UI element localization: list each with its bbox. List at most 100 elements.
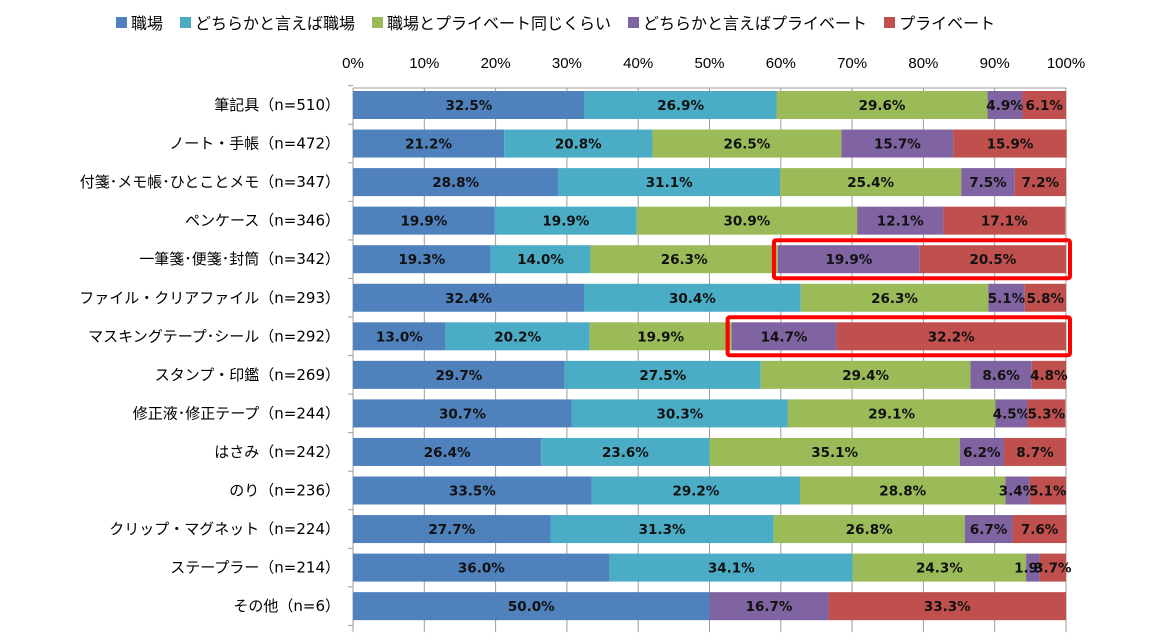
legend-swatch bbox=[116, 16, 127, 28]
data-label: 7.5% bbox=[969, 175, 1007, 191]
legend-item: 職場とプライベート同じくらい bbox=[372, 10, 611, 34]
bar-segment bbox=[353, 515, 551, 544]
bar-segment bbox=[1014, 168, 1066, 197]
bar-segment bbox=[353, 592, 710, 621]
bar-segment bbox=[800, 476, 1006, 505]
data-label: 26.5% bbox=[724, 137, 771, 153]
bar-segment bbox=[780, 168, 962, 197]
data-label: 21.2% bbox=[405, 137, 452, 153]
legend-swatch bbox=[628, 16, 640, 28]
bar-segment bbox=[353, 399, 572, 428]
data-label: 15.7% bbox=[874, 137, 921, 153]
bar-segment bbox=[731, 322, 837, 351]
legend-swatch bbox=[372, 16, 384, 28]
bar-segment bbox=[590, 245, 778, 274]
data-label: 36.0% bbox=[458, 561, 505, 577]
data-label: 7.6% bbox=[1021, 522, 1059, 538]
data-label: 5.1% bbox=[988, 291, 1026, 307]
data-label: 23.6% bbox=[602, 445, 649, 461]
x-tick-label: 90% bbox=[980, 55, 1010, 72]
category-label: マスキングテープ･シール（n=292） bbox=[88, 327, 340, 345]
bar-segment bbox=[787, 399, 996, 428]
bar-segment bbox=[1027, 399, 1066, 428]
bar-segment bbox=[1022, 91, 1066, 119]
category-labels: 筆記具（n=510） ノート・手帳（n=472） 付箋･メモ帳･ひとことメモ（n=3… bbox=[79, 96, 340, 615]
legend-label: どちらかと言えば職場 bbox=[195, 14, 356, 33]
data-label: 5.3% bbox=[1028, 406, 1066, 422]
bar-segment bbox=[777, 245, 920, 274]
data-label: 24.3% bbox=[916, 561, 963, 577]
bar-segment bbox=[841, 129, 954, 158]
bar-segment bbox=[1012, 515, 1067, 544]
highlight-box bbox=[725, 315, 1073, 358]
data-label: 30.4% bbox=[669, 291, 716, 307]
data-label: 26.4% bbox=[424, 445, 471, 461]
bar-segment bbox=[584, 283, 801, 312]
x-tick-label: 100% bbox=[1047, 55, 1085, 72]
legend-swatch bbox=[884, 16, 896, 28]
data-label: 30.3% bbox=[656, 406, 703, 422]
category-label: ノート・手帳（n=472） bbox=[169, 135, 340, 153]
data-label: 29.7% bbox=[435, 368, 482, 384]
x-axis-ticks: 0% 10% 20% 30% 40% 50% 60% 70% 80% 90% 100% bbox=[342, 55, 1085, 72]
bar-segment bbox=[353, 553, 610, 582]
legend-swatch bbox=[180, 16, 192, 28]
data-label: 3.4% bbox=[999, 484, 1037, 500]
legend-item: どちらかと言えば職場 bbox=[180, 10, 355, 34]
data-label: 19.9% bbox=[542, 214, 589, 230]
data-label: 30.7% bbox=[439, 406, 486, 422]
bar-segment bbox=[353, 129, 505, 158]
bar-segment bbox=[353, 476, 592, 505]
legend-label: 職場 bbox=[131, 14, 164, 33]
bar-segment bbox=[995, 399, 1028, 428]
data-label: 14.7% bbox=[761, 329, 808, 345]
data-label: 6.1% bbox=[1026, 98, 1064, 114]
x-tick-label: 20% bbox=[481, 55, 511, 72]
bar-segment bbox=[760, 360, 971, 389]
data-label: 17.1% bbox=[981, 214, 1028, 230]
data-label: 29.6% bbox=[859, 98, 906, 114]
data-label: 26.3% bbox=[661, 252, 708, 268]
bar-segment bbox=[709, 437, 960, 466]
bar-segment bbox=[828, 592, 1066, 621]
data-label: 4.8% bbox=[1030, 368, 1068, 384]
bar-segment bbox=[541, 437, 710, 466]
category-label: ステープラー（n=214） bbox=[170, 559, 340, 577]
data-label: 19.3% bbox=[398, 252, 445, 268]
category-label: 付箋･メモ帳･ひとことメモ（n=347） bbox=[80, 173, 340, 191]
bar-segment bbox=[988, 283, 1025, 312]
data-label: 29.4% bbox=[842, 368, 889, 384]
data-label: 16.7% bbox=[746, 599, 793, 615]
annotations bbox=[725, 238, 1073, 358]
legend-label: どちらかと言えばプライベート bbox=[643, 14, 868, 33]
data-label: 25.4% bbox=[847, 175, 894, 191]
bar-segment bbox=[1003, 437, 1066, 466]
legend-item: プライベート bbox=[884, 10, 995, 34]
data-label: 31.3% bbox=[639, 522, 686, 538]
bar-segment bbox=[776, 91, 988, 119]
data-label: 34.1% bbox=[708, 561, 755, 577]
data-label: 15.9% bbox=[987, 137, 1034, 153]
x-tick-label: 60% bbox=[766, 55, 796, 72]
bar-segment bbox=[445, 322, 590, 351]
data-label: 30.9% bbox=[724, 214, 771, 230]
data-label: 4.5% bbox=[993, 406, 1031, 422]
bar-segment bbox=[959, 437, 1004, 466]
x-tick-label: 50% bbox=[694, 55, 724, 72]
bar-segment bbox=[584, 91, 777, 119]
legend-label: プライベート bbox=[899, 14, 996, 33]
x-tick-label: 10% bbox=[409, 55, 439, 72]
highlight-box bbox=[771, 238, 1072, 281]
data-label: 28.8% bbox=[432, 175, 479, 191]
data-label: 26.3% bbox=[871, 291, 918, 307]
x-tick-label: 80% bbox=[908, 55, 938, 72]
bar-segment bbox=[353, 360, 565, 389]
bar-segment bbox=[353, 283, 585, 312]
data-label: 35.1% bbox=[811, 445, 858, 461]
legend-label: 職場とプライベート同じくらい bbox=[387, 14, 612, 33]
data-label: 31.1% bbox=[646, 175, 693, 191]
bar-segment bbox=[494, 206, 637, 235]
legend-item: 職場 bbox=[116, 10, 163, 34]
category-label: スタンプ・印鑑（n=269） bbox=[155, 366, 340, 384]
